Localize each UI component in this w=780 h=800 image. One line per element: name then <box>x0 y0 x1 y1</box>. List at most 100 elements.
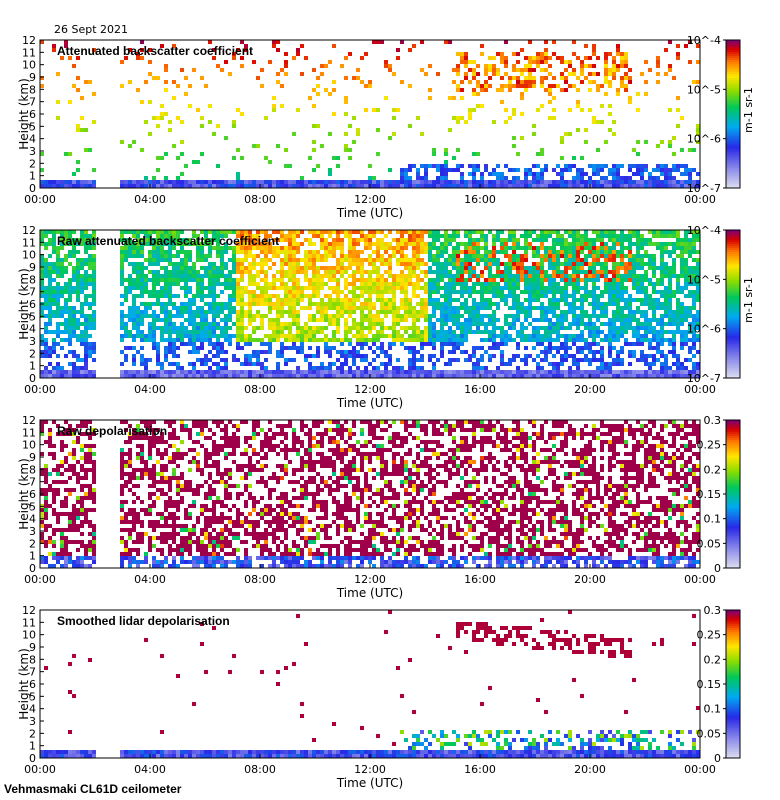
heatmap-cell <box>284 294 288 298</box>
heatmap-cell <box>456 310 460 314</box>
heatmap-cell <box>516 306 520 310</box>
heatmap-cell <box>276 326 280 330</box>
heatmap-cell <box>444 286 448 290</box>
heatmap-cell <box>420 334 424 338</box>
heatmap-cell <box>684 184 688 188</box>
heatmap-cell <box>360 56 364 60</box>
heatmap-cell <box>424 342 428 346</box>
heatmap-cell <box>132 262 136 266</box>
heatmap-cell <box>572 358 576 362</box>
heatmap-cell <box>572 286 576 290</box>
heatmap-cell <box>572 278 576 282</box>
heatmap-cell <box>272 282 276 286</box>
heatmap-cell <box>236 346 240 350</box>
heatmap-cell <box>552 278 556 282</box>
heatmap-cell <box>448 338 452 342</box>
heatmap-cell <box>560 254 564 258</box>
heatmap-cell <box>656 164 660 168</box>
heatmap-cell <box>544 270 548 274</box>
heatmap-cell <box>312 258 316 262</box>
heatmap-cell <box>180 266 184 270</box>
heatmap-cell <box>556 366 560 370</box>
heatmap-cell <box>464 338 468 342</box>
heatmap-cell <box>68 180 72 184</box>
heatmap-cell <box>440 184 444 188</box>
heatmap-cell <box>668 176 672 180</box>
heatmap-cell <box>596 326 600 330</box>
heatmap-cell <box>612 266 616 270</box>
heatmap-cell <box>524 346 528 350</box>
heatmap-cell <box>564 310 568 314</box>
heatmap-cell <box>268 350 272 354</box>
heatmap-cell <box>312 366 316 370</box>
heatmap-cell <box>92 370 96 374</box>
heatmap-cell <box>240 56 244 60</box>
heatmap-cell <box>216 338 220 342</box>
heatmap-cell <box>204 330 208 334</box>
heatmap-cell <box>456 52 460 56</box>
heatmap-cell <box>236 250 240 254</box>
heatmap-cell <box>76 270 80 274</box>
heatmap-cell <box>124 322 128 326</box>
heatmap-cell <box>144 290 148 294</box>
heatmap-cell <box>204 326 208 330</box>
heatmap-cell <box>552 338 556 342</box>
heatmap-cell <box>440 168 444 172</box>
heatmap-cell <box>60 262 64 266</box>
heatmap <box>40 40 700 188</box>
heatmap-cell <box>176 254 180 258</box>
heatmap-cell <box>540 172 544 176</box>
heatmap-cell <box>504 246 508 250</box>
heatmap-cell <box>92 290 96 294</box>
heatmap-cell <box>72 286 76 290</box>
heatmap-cell <box>56 286 60 290</box>
heatmap-cell <box>572 238 576 242</box>
heatmap-cell <box>92 322 96 326</box>
heatmap-cell <box>692 184 696 188</box>
heatmap-cell <box>216 246 220 250</box>
heatmap-cell <box>260 258 264 262</box>
heatmap-cell <box>268 60 272 64</box>
heatmap-cell <box>276 180 280 184</box>
heatmap-cell <box>324 184 328 188</box>
heatmap-cell <box>588 64 592 68</box>
heatmap-cell <box>292 302 296 306</box>
heatmap-cell <box>580 306 584 310</box>
colorbar-segment <box>726 128 740 131</box>
heatmap-cell <box>308 238 312 242</box>
heatmap-cell <box>492 318 496 322</box>
heatmap-cell <box>232 290 236 294</box>
heatmap-cell <box>688 184 692 188</box>
heatmap-cell <box>292 346 296 350</box>
heatmap-cell <box>316 180 320 184</box>
heatmap-cell <box>320 64 324 68</box>
heatmap-cell <box>364 290 368 294</box>
heatmap-cell <box>88 350 92 354</box>
heatmap-cell <box>384 290 388 294</box>
heatmap-cell <box>468 306 472 310</box>
heatmap-cell <box>312 334 316 338</box>
heatmap-cell <box>84 370 88 374</box>
heatmap-cell <box>464 262 468 266</box>
heatmap-cell <box>140 362 144 366</box>
heatmap-cell <box>644 140 648 144</box>
heatmap-cell <box>412 246 416 250</box>
heatmap-cell <box>348 366 352 370</box>
heatmap-cell <box>528 72 532 76</box>
heatmap-cell <box>328 338 332 342</box>
heatmap-cell <box>136 254 140 258</box>
heatmap-cell <box>480 176 484 180</box>
heatmap-cell <box>244 230 248 234</box>
heatmap-cell <box>232 56 236 60</box>
heatmap-cell <box>176 346 180 350</box>
heatmap-cell <box>420 302 424 306</box>
heatmap-cell <box>504 108 508 112</box>
heatmap-cell <box>428 370 432 374</box>
heatmap-cell <box>312 242 316 246</box>
heatmap-cell <box>412 180 416 184</box>
heatmap-cell <box>128 246 132 250</box>
heatmap-cell <box>352 274 356 278</box>
heatmap-cell <box>236 184 240 188</box>
heatmap-cell <box>576 374 580 378</box>
heatmap-cell <box>124 254 128 258</box>
